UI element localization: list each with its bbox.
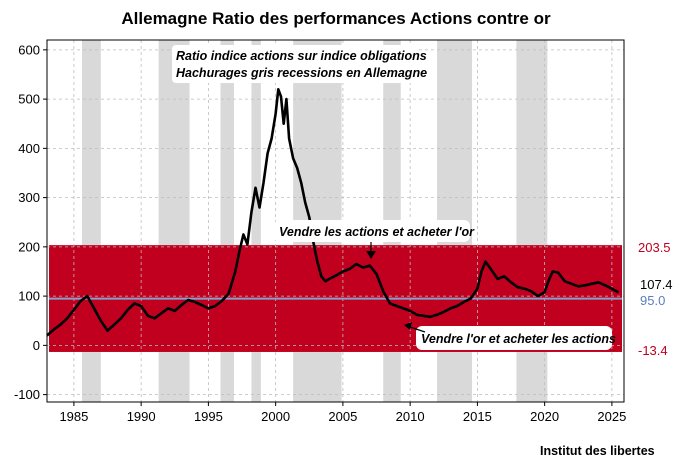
source-credit: Institut des libertes	[540, 444, 655, 458]
y-tick-label-7: -100	[14, 387, 40, 402]
x-tick-label-3: 2000	[261, 409, 290, 424]
x-tick-label-4: 2005	[328, 409, 357, 424]
band-upper-label: 203.5	[638, 240, 671, 255]
y-tick-label-2: 400	[18, 141, 40, 156]
x-tick-label-7: 2020	[530, 409, 559, 424]
grid-lines	[47, 40, 624, 402]
note-line-1: Ratio indice actions sur indice obligati…	[176, 49, 427, 63]
sell-label: Vendre les actions et acheter l'or	[279, 225, 475, 239]
x-tick-label-1: 1990	[127, 409, 156, 424]
buy-arrow-head	[404, 322, 412, 330]
x-tick-label-0: 1985	[59, 409, 88, 424]
y-tick-label-1: 500	[18, 92, 40, 107]
y-tick-labels: 600 500 400 300 200 100 0 -100	[14, 42, 47, 402]
x-tick-label-2: 1995	[194, 409, 223, 424]
band-lower-label: -13.4	[638, 343, 668, 358]
x-tick-labels: 1985 1990 1995 2000 2005 2010 2015 2020 2025	[59, 402, 626, 424]
y-tick-label-3: 300	[18, 190, 40, 205]
buy-annotation: Vendre l'or et acheter les actions	[404, 322, 616, 350]
axes	[46, 39, 625, 403]
plot-frame	[46, 39, 625, 403]
y-tick-label-0: 600	[18, 42, 40, 57]
x-tick-label-6: 2015	[463, 409, 492, 424]
mean-label: 95.0	[640, 293, 665, 308]
y-tick-label-4: 200	[18, 239, 40, 254]
sell-arrow-head	[366, 251, 376, 259]
sell-annotation: Vendre les actions et acheter l'or	[274, 220, 475, 259]
buy-label: Vendre l'or et acheter les actions	[421, 332, 616, 346]
note-annotation: Ratio indice actions sur indice obligati…	[172, 45, 427, 83]
x-tick-label-8: 2025	[597, 409, 626, 424]
y-tick-label-5: 100	[18, 289, 40, 304]
note-line-2: Hachurages gris recessions en Allemagne	[176, 66, 427, 80]
last-value-label: 107.4	[640, 277, 673, 292]
x-tick-label-5: 2010	[396, 409, 425, 424]
chart-title: Allemagne Ratio des performances Actions…	[121, 9, 551, 28]
recession-bar-3	[251, 40, 261, 402]
y-tick-label-6: 0	[33, 338, 40, 353]
